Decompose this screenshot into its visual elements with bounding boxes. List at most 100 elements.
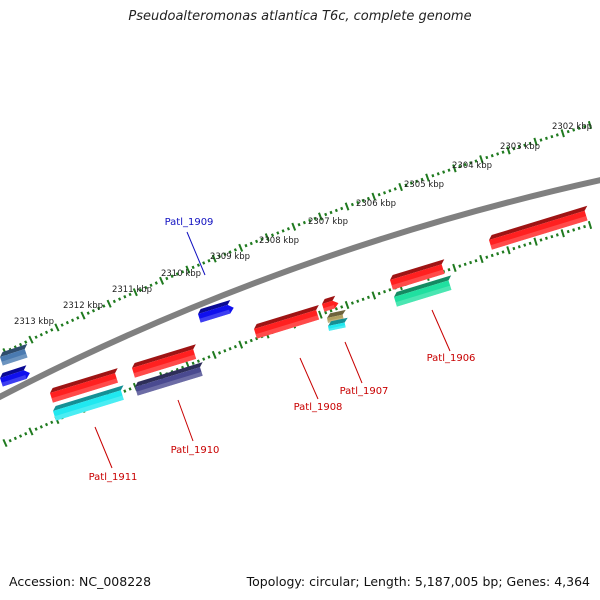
outer-tick (24, 340, 28, 344)
inner-tick (377, 291, 381, 296)
inner-tick (233, 344, 237, 349)
inner-tick (356, 299, 360, 303)
inner-tick (318, 310, 323, 319)
outer-tick (324, 212, 328, 217)
gene-feature (328, 317, 348, 331)
inner-tick (191, 361, 195, 365)
gene-feature (390, 259, 445, 290)
inner-tick (24, 432, 28, 436)
inner-tick (485, 255, 489, 259)
inner-tick (244, 340, 248, 345)
scale-label: 2306 kbp (356, 199, 396, 209)
outer-tick (132, 288, 138, 297)
outer-tick (506, 146, 511, 155)
gene-feature (489, 205, 588, 250)
outer-tick (350, 202, 354, 207)
inner-tick (34, 427, 38, 431)
outer-tick (334, 208, 338, 213)
outer-tick (123, 295, 127, 299)
outer-tick (44, 330, 49, 335)
genome-backbone (0, 177, 600, 401)
outer-tick (344, 202, 350, 211)
outer-tick (566, 129, 570, 134)
outer-tick (39, 333, 43, 337)
gene-label: Patl_1908 (294, 402, 343, 413)
inner-tick (123, 389, 127, 393)
outer-tick (485, 155, 489, 160)
inner-tick (344, 300, 350, 310)
outer-tick (118, 297, 122, 301)
gene-label: Patl_1911 (89, 472, 138, 483)
inner-tick (238, 340, 244, 349)
outer-tick (138, 288, 143, 292)
inner-tick (506, 246, 511, 255)
gene-feature (198, 299, 234, 323)
outer-tick (572, 128, 576, 132)
outer-tick (340, 206, 344, 211)
outer-tick (523, 143, 527, 147)
inner-tick (523, 243, 527, 247)
outer-tick (388, 189, 392, 193)
outer-tick (181, 270, 185, 274)
outer-tick (34, 335, 38, 339)
gene-feature (50, 368, 118, 403)
outer-tick (420, 177, 424, 182)
outer-tick (496, 152, 500, 156)
outer-tick (442, 170, 446, 174)
outer-tick (175, 272, 179, 276)
inner-tick (383, 290, 387, 294)
outer-tick (264, 233, 270, 242)
outer-tick (512, 147, 516, 151)
gene-feature (132, 344, 197, 378)
gene-label: Patl_1910 (171, 445, 220, 456)
inner-tick (447, 267, 451, 272)
outer-tick (474, 159, 478, 163)
scale-label: 2304 kbp (452, 161, 492, 171)
topology-text: Topology: circular; Length: 5,187,005 bp… (246, 574, 590, 589)
outer-tick (159, 276, 165, 285)
outer-tick (76, 316, 80, 320)
leader-line (431, 309, 451, 352)
scale-label: 2313 kbp (14, 317, 54, 327)
inner-tick (18, 434, 23, 438)
outer-tick (533, 137, 538, 146)
outer-tick (383, 191, 387, 195)
inner-tick (550, 234, 554, 239)
outer-tick (469, 161, 473, 165)
outer-tick (291, 222, 297, 231)
inner-tick (228, 347, 232, 351)
inner-tick (560, 229, 565, 238)
outer-tick (398, 182, 403, 192)
outer-tick (97, 306, 101, 311)
outer-tick (50, 328, 54, 332)
inner-tick (218, 351, 222, 355)
outer-tick (80, 311, 86, 320)
outer-tick (244, 243, 248, 248)
gene-label: Patl_1909 (165, 217, 214, 228)
inner-tick (50, 420, 54, 425)
outer-tick (223, 252, 227, 256)
inner-tick (544, 236, 548, 240)
leader-line (344, 341, 363, 384)
inner-tick (44, 422, 49, 427)
inner-tick (474, 259, 478, 263)
inner-tick (469, 260, 473, 265)
gene-feature (254, 305, 320, 339)
scale-label: 2307 kbp (308, 217, 348, 227)
gene-label: Patl_1906 (427, 353, 476, 364)
outer-tick (185, 265, 191, 274)
gene-feature (322, 295, 339, 312)
outer-tick (106, 299, 112, 308)
outer-tick (361, 198, 365, 203)
inner-tick (539, 238, 543, 242)
gene-feature (53, 385, 124, 421)
outer-tick (308, 218, 312, 223)
gene-label: Patl_1907 (340, 386, 389, 397)
scale-label: 2312 kbp (63, 301, 103, 311)
gene-features (0, 205, 588, 421)
gene-feature (0, 343, 28, 366)
inner-tick (207, 355, 211, 359)
inner-tick (528, 241, 532, 246)
scale-label: 2308 kbp (259, 236, 299, 246)
outer-tick (154, 281, 158, 285)
